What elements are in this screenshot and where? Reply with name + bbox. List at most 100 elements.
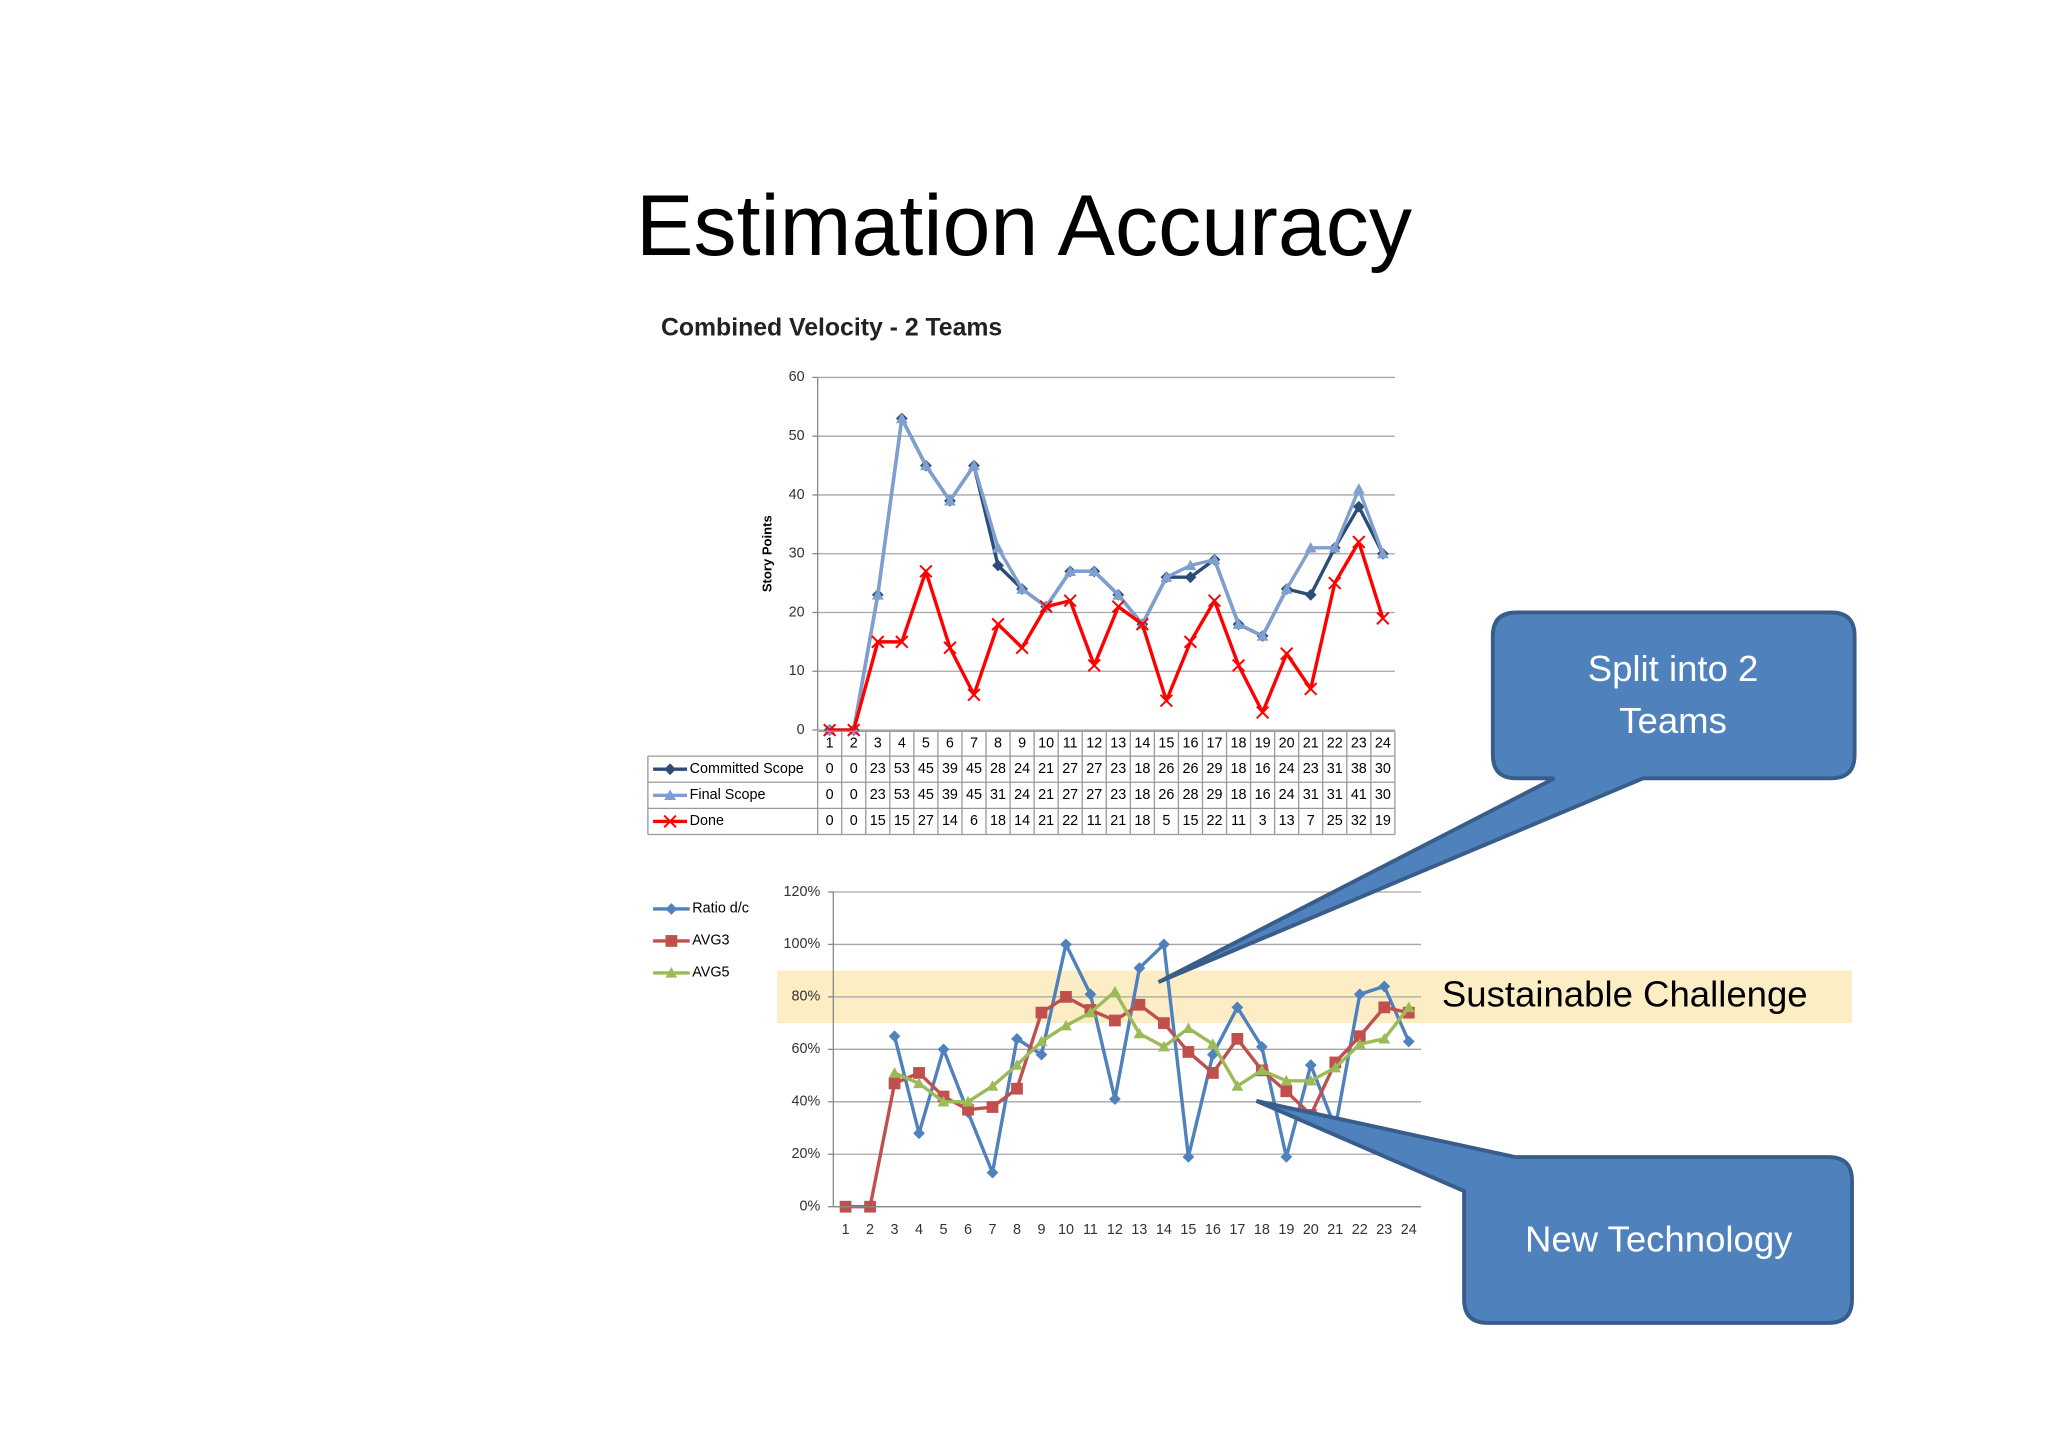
point [1011,1032,1023,1045]
point [1109,1014,1121,1027]
x-tick-label: 10 [1058,1222,1074,1238]
y-tick-label: 60% [792,1041,821,1057]
table-cell: 53 [894,761,910,777]
point [1064,565,1077,577]
table-cell: 31 [1327,787,1343,803]
table-header: 13 [1110,736,1126,752]
point [1231,1032,1244,1045]
point [992,559,1004,572]
table-cell: 23 [870,761,886,777]
y-tick-label: 20 [789,604,805,620]
point [1063,594,1077,608]
point [1011,1082,1023,1095]
point [1035,1035,1048,1047]
point [986,1166,999,1179]
table-header: 23 [1351,736,1367,752]
point [1207,594,1222,608]
series-line [829,416,1385,732]
point [1255,1064,1268,1076]
table-cell: 32 [1351,813,1367,829]
table-header: 12 [1086,736,1102,752]
point [1378,1001,1391,1014]
x-tick-label: 16 [1205,1222,1221,1238]
point [895,412,908,424]
table-header: 4 [898,736,906,752]
point [1352,500,1365,513]
table-cell: 45 [966,787,982,803]
point [1159,694,1173,708]
point [1109,985,1121,997]
point [986,1080,999,1091]
point [967,688,981,702]
point [1135,617,1149,631]
point [1158,1017,1170,1029]
table-header: 18 [1231,736,1247,752]
point [1084,1006,1097,1018]
table-cell: 24 [1014,761,1030,777]
table-cell: 15 [870,813,886,829]
y-tick-label: 0% [800,1199,821,1215]
point [1328,576,1342,590]
point [937,1095,950,1107]
point [1158,1040,1170,1052]
table-cell: 0 [826,761,834,777]
point [1183,635,1198,649]
table-cell: 11 [1231,813,1246,829]
table-header: 2 [850,736,858,752]
table-cell: 6 [970,813,978,829]
point [1353,988,1366,1001]
legend-label: Ratio d/c [692,901,749,917]
point [1016,583,1028,594]
point [1206,1038,1219,1049]
table-cell: 13 [1279,813,1295,829]
table-cell: 24 [1014,787,1030,803]
point [1280,583,1293,594]
legend-label: AVG3 [692,933,729,949]
x-tick-label: 22 [1352,1222,1368,1238]
x-tick-label: 7 [988,1222,996,1238]
x-tick-label: 8 [1013,1222,1021,1238]
y-tick-label: 60 [789,369,805,385]
x-tick-label: 12 [1107,1222,1123,1238]
table-cell: 18 [1134,787,1150,803]
y-tick-label: 50 [789,428,805,444]
point [943,641,957,655]
x-tick-label: 6 [964,1222,972,1238]
table-cell: 18 [1231,761,1247,777]
y-tick-label: 30 [789,546,805,562]
x-tick-label: 24 [1401,1222,1417,1238]
x-tick-label: 20 [1303,1222,1319,1238]
point [823,723,837,737]
legend-label: Final Scope [690,787,766,803]
point [1088,565,1101,577]
point [1352,535,1366,549]
x-tick-label: 3 [891,1222,899,1238]
x-tick-label: 19 [1278,1222,1294,1238]
point [1184,559,1197,571]
table-cell: 21 [1110,813,1126,829]
x-tick-label: 4 [915,1222,923,1238]
chart-title: Combined Velocity - 2 Teams [661,315,1002,342]
legend-marker [663,814,677,829]
table-cell: 24 [1279,761,1295,777]
y-tick-label: 120% [784,884,821,900]
band-label: Sustainable Challenge [1442,974,1808,1015]
x-tick-label: 1 [842,1222,850,1238]
table-cell: 38 [1351,761,1367,777]
table-cell: 7 [1307,813,1315,829]
table-cell: 23 [1303,761,1319,777]
table-cell: 29 [1207,761,1223,777]
point [1256,705,1270,719]
point [1376,547,1389,559]
y-tick-label: 80% [792,989,821,1005]
table-cell: 26 [1158,787,1174,803]
point [1304,682,1318,696]
y-tick-label: 40 [789,487,805,503]
table-cell: 26 [1182,761,1198,777]
legend-marker [665,967,678,978]
point [1184,571,1197,584]
table-cell: 53 [894,787,910,803]
table-cell: 15 [1182,813,1198,829]
point [847,723,861,737]
table-cell: 45 [918,787,934,803]
